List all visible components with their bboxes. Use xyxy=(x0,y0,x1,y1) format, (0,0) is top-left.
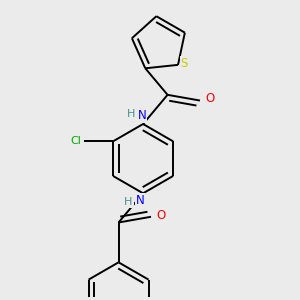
Text: S: S xyxy=(181,57,188,70)
Text: O: O xyxy=(156,208,165,221)
Text: N: N xyxy=(136,194,144,207)
Text: H: H xyxy=(124,197,133,207)
Text: N: N xyxy=(138,109,146,122)
Text: Cl: Cl xyxy=(70,136,81,146)
Text: H: H xyxy=(127,109,135,118)
Text: O: O xyxy=(205,92,214,105)
